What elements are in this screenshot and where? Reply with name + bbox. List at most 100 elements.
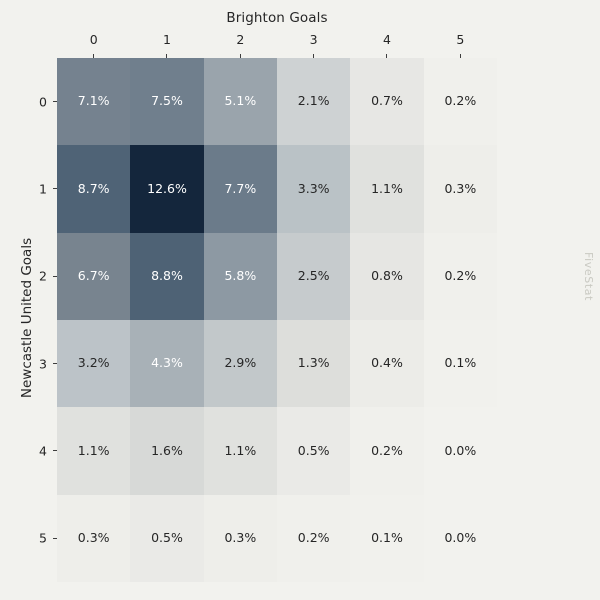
heatmap-cell[interactable]: 0.3% (203, 494, 277, 582)
y-tick-mark (53, 363, 57, 365)
heatmap-cell-value: 3.3% (297, 180, 330, 196)
heatmap-cell[interactable]: 12.6% (130, 145, 204, 233)
heatmap-cell[interactable]: 0.0% (423, 407, 497, 495)
heatmap-cell-value: 0.8% (371, 268, 403, 284)
heatmap-cell[interactable]: 2.9% (203, 320, 277, 408)
x-tick-mark (386, 54, 388, 58)
heatmap-cell-value: 0.1% (371, 530, 403, 546)
heatmap-grid: 7.1% 7.5% 5.1% 2.1% 0.7% 0.2% 8.7% 12.6% 7.7% 3.3… (57, 58, 497, 582)
heatmap-cell[interactable]: 0.4% (350, 320, 424, 408)
heatmap-cell[interactable]: 3.3% (277, 145, 351, 233)
x-tick-label: 1 (163, 32, 171, 47)
heatmap-cell[interactable]: 0.5% (130, 494, 204, 582)
y-axis-ticks: 0 1 2 3 4 5 (20, 58, 57, 582)
heatmap-cell-value: 7.1% (77, 93, 110, 109)
x-tick-5: 5 (424, 33, 497, 58)
y-tick-label: 1 (39, 181, 47, 197)
heatmap-cell-value: 4.3% (151, 355, 183, 371)
heatmap-cell[interactable]: 0.8% (350, 232, 424, 320)
y-tick-mark (53, 450, 57, 452)
heatmap-cell[interactable]: 0.3% (57, 494, 131, 582)
heatmap-cell[interactable]: 0.1% (350, 494, 424, 582)
y-tick-1: 1 (20, 145, 57, 232)
heatmap-cell-value: 12.6% (147, 180, 187, 196)
y-tick-4: 4 (20, 407, 57, 494)
heatmap-cell[interactable]: 0.1% (423, 320, 497, 408)
heatmap-cell-value: 6.7% (77, 268, 110, 284)
heatmap-cell[interactable]: 5.8% (203, 232, 277, 320)
heatmap-cell[interactable]: 6.7% (57, 232, 131, 320)
heatmap-cell[interactable]: 0.0% (423, 494, 497, 582)
heatmap-cell[interactable]: 0.2% (423, 58, 497, 146)
heatmap-cell-value: 0.3% (77, 530, 110, 546)
y-tick-5: 5 (20, 495, 57, 582)
x-tick-label: 3 (309, 32, 318, 47)
heatmap-cell[interactable]: 4.3% (130, 320, 204, 408)
x-tick-1: 1 (130, 33, 203, 58)
x-tick-label: 5 (456, 32, 465, 47)
heatmap-cell-value: 0.2% (444, 268, 477, 284)
heatmap-cell[interactable]: 0.2% (277, 494, 351, 582)
heatmap-cell[interactable]: 1.1% (57, 407, 131, 495)
watermark-label: FiveStat (581, 251, 595, 302)
heatmap-cell[interactable]: 0.7% (350, 58, 424, 146)
heatmap-cell-value: 0.2% (297, 530, 330, 546)
x-axis-title: Brighton Goals (226, 10, 328, 26)
heatmap-cell[interactable]: 8.8% (130, 232, 204, 320)
heatmap-cell-value: 7.7% (224, 180, 257, 196)
heatmap-cell-value: 0.5% (151, 530, 183, 546)
heatmap-cell[interactable]: 1.1% (203, 407, 277, 495)
heatmap-cell-value: 0.7% (371, 93, 403, 109)
x-tick-mark (459, 54, 461, 58)
heatmap-cell-value: 2.9% (224, 355, 257, 371)
y-tick-label: 5 (39, 530, 47, 546)
heatmap-cell-value: 8.7% (77, 180, 110, 196)
x-tick-label: 0 (89, 32, 98, 47)
y-tick-mark (53, 537, 57, 539)
y-tick-mark (53, 101, 57, 103)
heatmap-cell-value: 8.8% (151, 268, 183, 284)
x-tick-mark (93, 54, 95, 58)
heatmap-cell-value: 1.3% (297, 355, 330, 371)
y-tick-0: 0 (20, 58, 57, 145)
x-tick-3: 3 (277, 33, 350, 58)
y-tick-3: 3 (20, 320, 57, 407)
heatmap-cell-value: 1.1% (371, 180, 403, 196)
heatmap-cell[interactable]: 1.1% (350, 145, 424, 233)
heatmap-cell[interactable]: 5.1% (203, 58, 277, 146)
heatmap-cell[interactable]: 7.7% (203, 145, 277, 233)
x-tick-0: 0 (57, 33, 130, 58)
heatmap-cell-value: 0.1% (444, 355, 477, 371)
heatmap-cell-value: 0.3% (444, 180, 477, 196)
heatmap-cell[interactable]: 0.5% (277, 407, 351, 495)
heatmap-cell-value: 3.2% (77, 355, 110, 371)
heatmap-cell[interactable]: 7.1% (57, 58, 131, 146)
x-axis-ticks: 0 1 2 3 4 5 (57, 33, 497, 58)
heatmap-cell-value: 0.0% (444, 530, 477, 546)
heatmap-cell[interactable]: 1.6% (130, 407, 204, 495)
heatmap-cell[interactable]: 0.2% (350, 407, 424, 495)
y-tick-2: 2 (20, 233, 57, 320)
heatmap-cell-value: 0.3% (224, 530, 257, 546)
heatmap-cell-value: 1.1% (77, 442, 110, 458)
heatmap-cell-value: 0.2% (444, 93, 477, 109)
heatmap-cell-value: 0.0% (444, 442, 477, 458)
heatmap-cell[interactable]: 2.5% (277, 232, 351, 320)
x-tick-label: 4 (383, 32, 391, 47)
y-tick-mark (53, 188, 57, 190)
x-tick-mark (239, 54, 241, 58)
x-tick-2: 2 (204, 33, 277, 58)
heatmap-cell[interactable]: 1.3% (277, 320, 351, 408)
heatmap-cell[interactable]: 0.2% (423, 232, 497, 320)
y-tick-label: 0 (39, 94, 47, 110)
heatmap-cell-value: 0.4% (371, 355, 403, 371)
heatmap-cell[interactable]: 3.2% (57, 320, 131, 408)
y-tick-label: 4 (39, 443, 47, 459)
heatmap-cell[interactable]: 7.5% (130, 58, 204, 146)
heatmap-cell-value: 5.8% (224, 268, 257, 284)
heatmap-cell[interactable]: 0.3% (423, 145, 497, 233)
heatmap-cell-value: 5.1% (224, 93, 257, 109)
heatmap-cell[interactable]: 8.7% (57, 145, 131, 233)
heatmap-cell[interactable]: 2.1% (277, 58, 351, 146)
